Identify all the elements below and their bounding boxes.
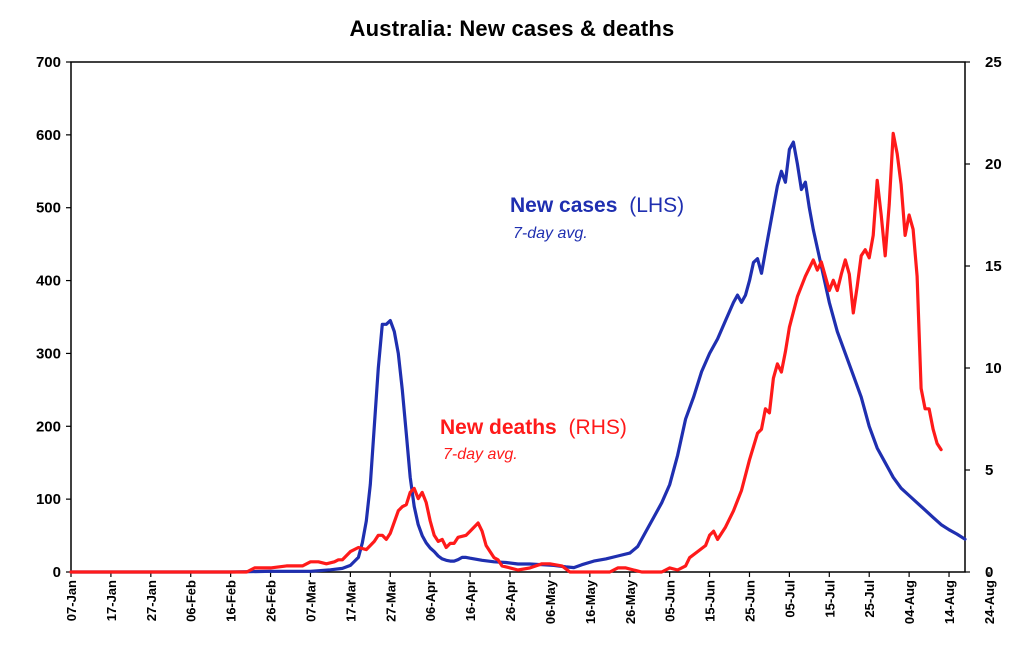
left-tick-label: 200	[36, 418, 61, 435]
x-tick-label: 07-Mar	[303, 580, 318, 622]
x-tick-label: 06-Feb	[184, 580, 199, 622]
x-tick-label: 06-May	[543, 579, 558, 624]
x-tick-label: 15-Jun	[703, 580, 718, 622]
deaths-annotation-note: 7-day avg.	[443, 446, 518, 463]
left-tick-label: 600	[36, 127, 61, 144]
x-tick-label: 14-Aug	[942, 580, 957, 624]
right-tick-label: 10	[985, 360, 1002, 377]
x-tick-label: 27-Jan	[144, 580, 159, 621]
x-tick-label: 05-Jun	[663, 580, 678, 622]
new-cases-line	[69, 140, 967, 574]
x-tick-label: 27-Mar	[383, 580, 398, 622]
x-tick-label: 05-Jul	[782, 580, 797, 618]
x-tick-label: 24-Aug	[982, 580, 997, 624]
x-axis: 07-Jan 17-Jan 27-Jan 06-Feb 16-Feb 26-Feb 07-M…	[64, 572, 1024, 624]
chart-title: Australia: New cases & deaths	[349, 16, 675, 41]
x-tick-label: 16-Feb	[224, 580, 239, 622]
cases-annotation-label: New cases	[510, 194, 617, 217]
new-deaths-line	[69, 131, 943, 574]
right-tick-label: 20	[985, 156, 1002, 173]
deaths-annotation: New deaths (RHS)	[440, 416, 627, 439]
x-tick-label: 16-Apr	[463, 580, 478, 621]
deaths-annotation-axis: (RHS)	[569, 416, 627, 439]
x-tick-label: 26-May	[623, 579, 638, 624]
left-tick-label: 700	[36, 54, 61, 71]
left-tick-label: 400	[36, 273, 61, 290]
x-tick-label: 06-Apr	[423, 580, 438, 621]
x-tick-label: 17-Mar	[343, 580, 358, 622]
x-tick-label: 25-Jun	[742, 580, 757, 622]
x-tick-label: 07-Jan	[64, 580, 79, 621]
x-tick-label: 16-May	[583, 579, 598, 624]
x-tick-label: 15-Jul	[822, 580, 837, 618]
left-tick-label: 0	[53, 564, 61, 581]
right-tick-label: 25	[985, 54, 1002, 71]
cases-annotation-note: 7-day avg.	[513, 225, 588, 242]
x-tick-label: 26-Feb	[264, 580, 279, 622]
plot-area-frame	[70, 61, 966, 573]
x-tick-label: 17-Jan	[104, 580, 119, 621]
left-tick-label: 100	[36, 491, 61, 508]
left-tick-label: 500	[36, 200, 61, 217]
deaths-annotation-label: New deaths	[440, 416, 557, 439]
right-tick-label: 5	[985, 462, 993, 479]
left-axis: 0 100 200 300 400 500 600 700	[36, 54, 71, 581]
x-tick-label: 26-Apr	[503, 580, 518, 621]
series-layer	[69, 131, 967, 574]
left-tick-label: 300	[36, 345, 61, 362]
x-tick-label: 04-Aug	[902, 580, 917, 624]
cases-annotation: New cases (LHS)	[510, 194, 684, 217]
cases-annotation-axis: (LHS)	[629, 194, 684, 217]
x-tick-label: 03-Sep	[1022, 580, 1024, 623]
x-tick-label: 25-Jul	[862, 580, 877, 618]
right-tick-label: 15	[985, 258, 1002, 275]
